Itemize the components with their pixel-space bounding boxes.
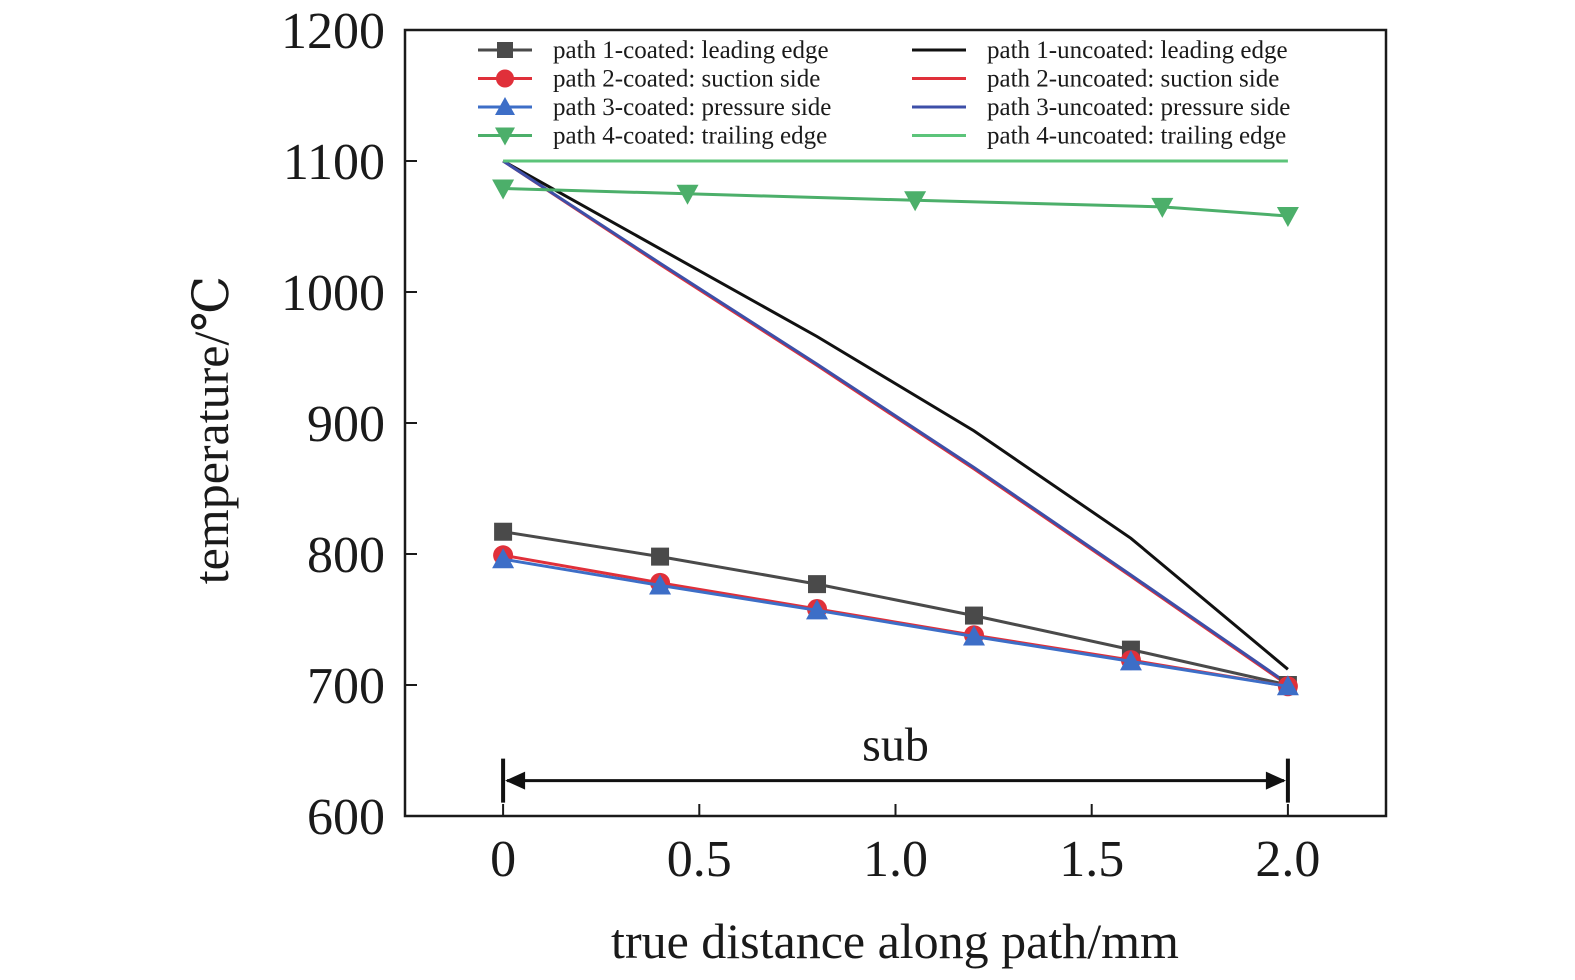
legend-entry: path 3-uncoated: pressure side xyxy=(912,94,1290,121)
annotation-layer: sub xyxy=(501,719,1290,803)
data-point xyxy=(808,575,827,594)
series-3 xyxy=(492,548,1299,696)
data-point xyxy=(1151,197,1174,218)
data-point xyxy=(651,547,670,566)
data-point xyxy=(492,548,515,569)
series-6 xyxy=(502,159,1289,687)
x-tick-label: 1.0 xyxy=(863,831,928,888)
x-tick-label: 2.0 xyxy=(1255,831,1320,888)
x-tick-label: 0 xyxy=(490,831,516,888)
series-7 xyxy=(502,159,1289,685)
data-point xyxy=(962,625,985,646)
series-layer xyxy=(492,159,1299,697)
legend-label: path 1-uncoated: leading edge xyxy=(987,37,1288,64)
x-axis-title: true distance along path/mm xyxy=(611,913,1179,969)
data-point xyxy=(1276,207,1299,228)
data-point xyxy=(904,191,927,212)
legend-marker xyxy=(495,127,515,146)
series-line xyxy=(502,159,1289,671)
legend-label: path 4-coated: trailing edge xyxy=(553,123,827,150)
data-point xyxy=(1119,650,1142,671)
y-tick-label: 800 xyxy=(307,527,385,584)
data-point xyxy=(1276,675,1299,696)
series-4 xyxy=(492,179,1299,228)
data-point xyxy=(649,574,672,595)
y-tick-label: 1000 xyxy=(281,265,385,322)
x-axis-ticks: 0 0.5 1.0 1.5 2.0 xyxy=(490,804,1320,888)
series-line xyxy=(502,159,1289,687)
bracket-arrow-left xyxy=(505,771,526,790)
legend-label: path 3-coated: pressure side xyxy=(553,94,831,121)
legend-label: path 4-uncoated: trailing edge xyxy=(987,123,1286,150)
annotation-bracket: sub xyxy=(501,719,1290,803)
legend-entry: path 4-uncoated: trailing edge xyxy=(912,123,1286,150)
legend-entry: path 1-uncoated: leading edge xyxy=(912,37,1288,64)
data-point xyxy=(806,599,829,620)
x-tick-label: 1.5 xyxy=(1059,831,1124,888)
series-line xyxy=(502,159,1289,685)
data-point xyxy=(494,522,513,541)
legend-marker xyxy=(497,42,513,58)
bracket-arrow-right xyxy=(1265,771,1286,790)
y-tick-label: 600 xyxy=(307,789,385,846)
legend-entry: path 2-coated: suction side xyxy=(478,66,820,93)
legend-entry: path 1-coated: leading edge xyxy=(478,37,829,64)
legend-marker xyxy=(495,97,515,115)
series-line xyxy=(502,557,1289,688)
series-line xyxy=(502,530,1289,687)
series-5 xyxy=(502,159,1289,671)
legend-label: path 1-coated: leading edge xyxy=(553,37,829,64)
y-tick-label: 900 xyxy=(307,396,385,453)
data-point xyxy=(492,179,515,200)
legend-entry: path 4-coated: trailing edge xyxy=(478,123,827,150)
legend-entry: path 2-uncoated: suction side xyxy=(912,66,1279,93)
y-axis-title: temperature/℃ xyxy=(183,276,239,585)
annotation-label: sub xyxy=(862,719,929,772)
legend-marker xyxy=(496,69,514,88)
series-2 xyxy=(493,545,1298,697)
y-tick-label: 700 xyxy=(307,658,385,715)
y-tick-label: 1100 xyxy=(283,134,385,191)
legend-entry: path 3-coated: pressure side xyxy=(478,94,831,121)
legend-label: path 3-uncoated: pressure side xyxy=(987,94,1290,121)
y-axis-ticks: 600 700 800 900 1000 1100 1200 xyxy=(281,3,417,846)
legend-label: path 2-coated: suction side xyxy=(553,66,820,93)
x-tick-label: 0.5 xyxy=(667,831,732,888)
data-point xyxy=(964,606,983,625)
data-point xyxy=(676,184,699,205)
y-tick-label: 1200 xyxy=(281,3,385,60)
legend-label: path 2-uncoated: suction side xyxy=(987,66,1279,93)
